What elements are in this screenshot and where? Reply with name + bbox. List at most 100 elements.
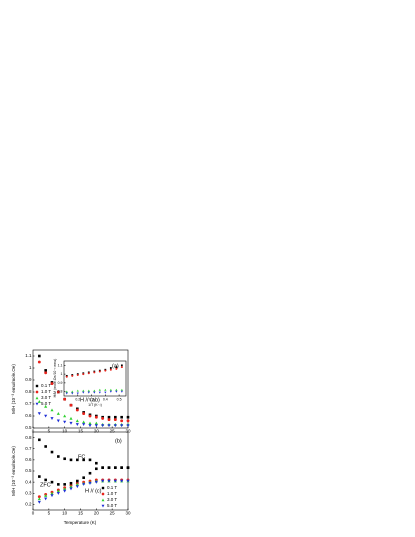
point [93, 391, 96, 394]
y-axis-label: M/H (10⁻³ emu/mole.Oe) [11, 364, 16, 414]
point [82, 391, 85, 394]
legend-label: 3.0 T [41, 395, 51, 400]
x-tick-label: 0.2 [75, 397, 80, 401]
x-tick-label: 15 [78, 511, 84, 516]
point [69, 481, 73, 485]
annotation: H // (ab) [80, 397, 100, 403]
x-tick-label: 20 [94, 429, 100, 434]
point [69, 403, 73, 407]
annotation: FC [78, 454, 85, 460]
point [94, 480, 98, 484]
x-tick-label: 20 [94, 511, 100, 516]
point [75, 423, 79, 426]
point [44, 371, 48, 375]
point [126, 466, 130, 469]
point [120, 424, 124, 428]
y-axis-label: M/H (10⁻³ emu/mole.Oe) [11, 446, 16, 496]
point [65, 390, 68, 393]
annotation: (b) [115, 438, 122, 444]
point [35, 390, 39, 394]
point [93, 371, 96, 374]
point [88, 414, 92, 418]
point [71, 390, 74, 393]
x-tick-label: 25 [110, 429, 116, 434]
legend-label: 1.0 T [41, 389, 51, 394]
x-tick-label: 0.4 [103, 397, 108, 401]
point [120, 364, 123, 367]
point [82, 476, 85, 479]
point [82, 389, 85, 392]
point [37, 400, 41, 403]
point [44, 478, 47, 482]
y-tick-label: 1.1 [58, 363, 63, 367]
point [88, 458, 92, 462]
y-tick-label: 0.9 [58, 381, 63, 385]
point [69, 416, 73, 420]
point [126, 419, 130, 423]
point [76, 458, 79, 462]
point [107, 466, 111, 469]
point [113, 479, 117, 483]
point [107, 415, 111, 419]
point [37, 360, 41, 364]
point [57, 483, 60, 486]
point [44, 497, 48, 501]
point [56, 491, 60, 495]
point [88, 481, 92, 485]
point [69, 487, 73, 491]
point [50, 491, 54, 495]
legend-label: 5.0 T [41, 401, 51, 406]
point [115, 366, 118, 369]
point [37, 412, 41, 416]
y-axis-label: H/M (mole.Oe/10⁻³ emu) [53, 359, 57, 398]
annotation: H // (c) [85, 488, 102, 494]
y-tick-label: 0.8 [58, 390, 63, 394]
point [101, 466, 104, 469]
point [57, 455, 60, 458]
point [38, 475, 41, 478]
point [95, 467, 98, 471]
point [82, 420, 86, 424]
point [50, 408, 54, 412]
point [101, 416, 105, 420]
point [44, 414, 48, 418]
point [98, 391, 101, 394]
point [120, 419, 124, 423]
point [44, 369, 47, 372]
point [50, 417, 54, 420]
point [82, 373, 85, 376]
point [69, 458, 73, 462]
point [50, 382, 54, 386]
point [94, 424, 98, 428]
x-axis-label: 1/T (K⁻¹) [88, 403, 102, 407]
point [120, 479, 124, 483]
point [101, 498, 105, 502]
y-tick-label: 0.5 [25, 425, 32, 430]
x-tick-label: 30 [125, 511, 131, 516]
point [88, 471, 92, 475]
point [44, 445, 47, 448]
point [104, 369, 107, 372]
y-tick-label: 0.7 [25, 401, 32, 406]
point [82, 423, 86, 426]
point [104, 388, 107, 391]
point [126, 415, 130, 419]
point [120, 388, 123, 391]
point [37, 495, 41, 499]
point [56, 390, 60, 394]
point [75, 408, 79, 412]
point [44, 493, 48, 497]
point [65, 392, 68, 395]
point [71, 374, 74, 377]
point [126, 479, 130, 483]
legend-label: 0.1 T [107, 485, 117, 490]
y-tick-label: 0.6 [25, 413, 32, 418]
plot-frame [63, 360, 127, 397]
x-tick-label: 0.5 [117, 397, 122, 401]
point [63, 457, 66, 461]
x-tick-label: 10 [62, 511, 68, 516]
point [76, 374, 79, 376]
point [38, 354, 41, 358]
point [63, 397, 67, 401]
point [37, 497, 41, 501]
